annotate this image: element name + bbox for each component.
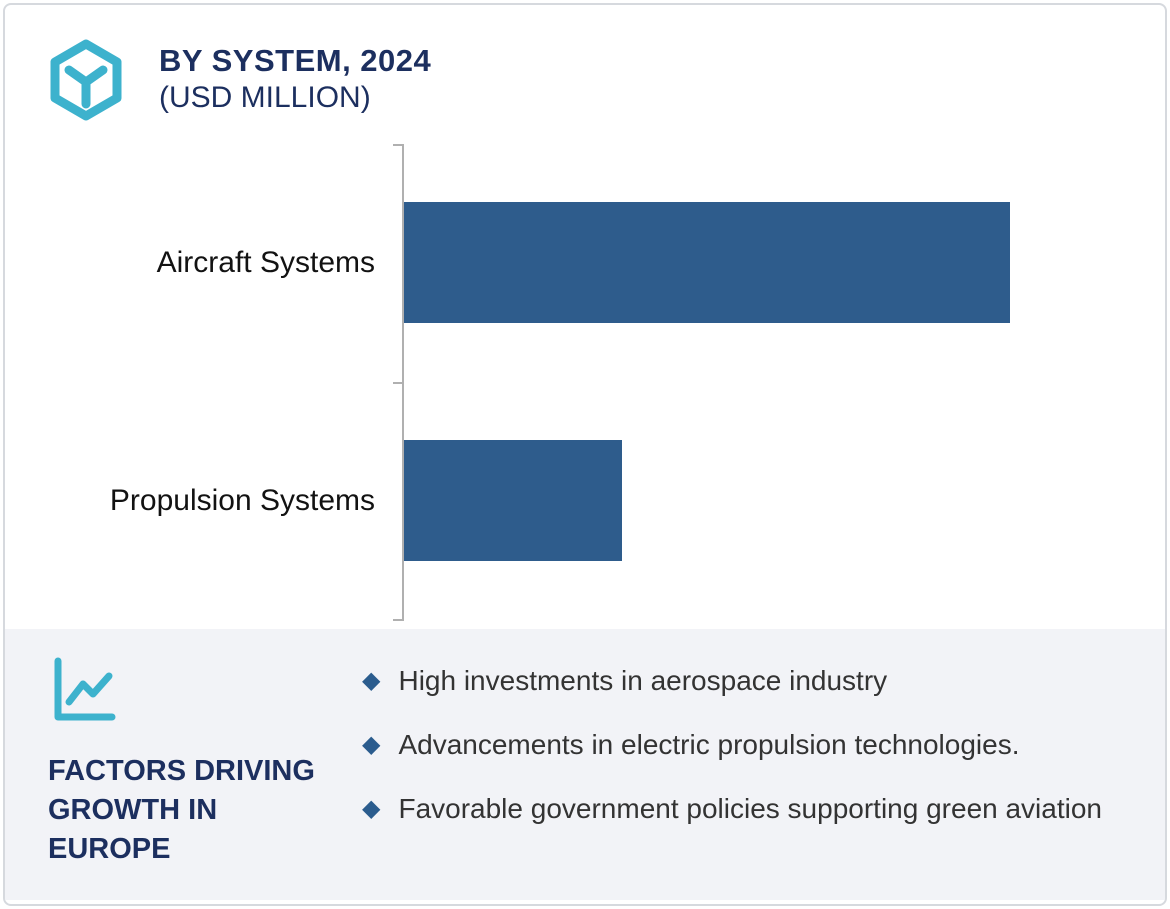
- bar-aircraft-systems: [404, 202, 1010, 323]
- axis-tick: [393, 382, 402, 384]
- category-axis-line: [402, 144, 404, 621]
- chart-subtitle: (USD MILLION): [159, 81, 371, 114]
- factor-text: High investments in aerospace industry: [398, 665, 888, 696]
- infographic-card: BY SYSTEM, 2024 (USD MILLION) Aircraft S…: [3, 3, 1167, 906]
- factor-text: Advancements in electric propulsion tech…: [398, 729, 1020, 760]
- axis-tick: [393, 619, 402, 621]
- factor-text: Favorable government policies supporting…: [398, 793, 1102, 824]
- factors-list: ◆ High investments in aerospace industry…: [362, 663, 1102, 827]
- factors-heading: FACTORS DRIVING GROWTH IN EUROPE: [48, 755, 315, 865]
- diamond-icon: ◆: [362, 795, 381, 822]
- chart-title: BY SYSTEM, 2024: [159, 43, 432, 78]
- chart-title-block: BY SYSTEM, 2024 (USD MILLION): [159, 42, 431, 116]
- bar-propulsion-systems: [404, 440, 622, 561]
- line-chart-icon: [54, 657, 116, 721]
- category-label-propulsion-systems: Propulsion Systems: [109, 484, 375, 517]
- diamond-icon: ◆: [362, 731, 381, 758]
- diamond-icon: ◆: [362, 667, 381, 694]
- hexagon-y-cube-icon: [50, 39, 122, 121]
- list-item: ◆ High investments in aerospace industry: [362, 663, 1102, 699]
- axis-tick: [393, 144, 402, 146]
- factors-panel: FACTORS DRIVING GROWTH IN EUROPE ◆ High …: [5, 629, 1165, 900]
- category-label-aircraft-systems: Aircraft Systems: [156, 246, 375, 279]
- list-item: ◆ Favorable government policies supporti…: [362, 791, 1102, 827]
- list-item: ◆ Advancements in electric propulsion te…: [362, 727, 1102, 763]
